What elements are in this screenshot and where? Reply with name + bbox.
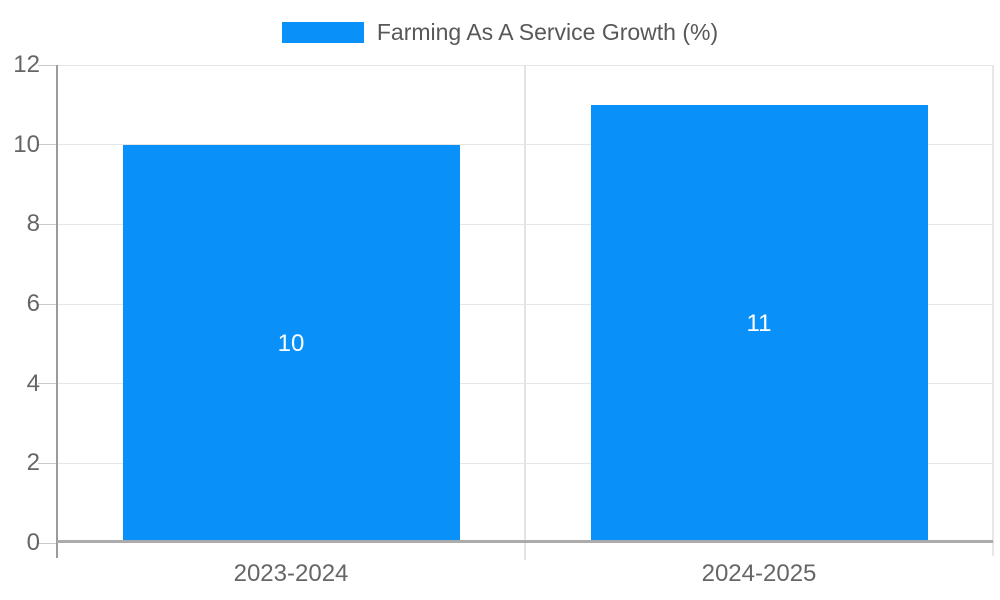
bar-value-label: 10	[277, 329, 305, 357]
x-tick-label: 2024-2025	[701, 560, 817, 587]
y-axis-tick	[38, 462, 57, 464]
x-axis-line	[57, 540, 993, 543]
bar: 11	[590, 104, 928, 543]
y-tick-label: 6	[26, 290, 40, 317]
y-tick-label: 2	[26, 449, 40, 477]
y-axis-tick	[38, 303, 57, 305]
legend: Farming As A Service Growth (%)	[0, 19, 1000, 46]
y-axis-tick	[38, 383, 57, 385]
right-plot-border	[992, 65, 994, 556]
y-axis-tick	[38, 144, 57, 146]
legend-swatch	[281, 22, 364, 43]
y-tick-label: 4	[26, 369, 40, 397]
y-tick-label: 8	[26, 210, 40, 238]
category-divider	[524, 65, 526, 560]
y-axis-tick	[38, 542, 57, 544]
bar: 10	[122, 144, 460, 543]
x-tick-label: 2023-2024	[233, 560, 349, 587]
y-axis-tick	[38, 64, 57, 66]
y-tick-label: 10	[13, 130, 40, 158]
legend-label: Farming As A Service Growth (%)	[376, 19, 719, 45]
y-axis-tick	[38, 223, 57, 225]
y-axis-line	[56, 65, 58, 558]
bar-value-label: 11	[746, 309, 772, 337]
y-tick-label: 12	[13, 51, 40, 78]
y-tick-label: 0	[26, 529, 40, 556]
